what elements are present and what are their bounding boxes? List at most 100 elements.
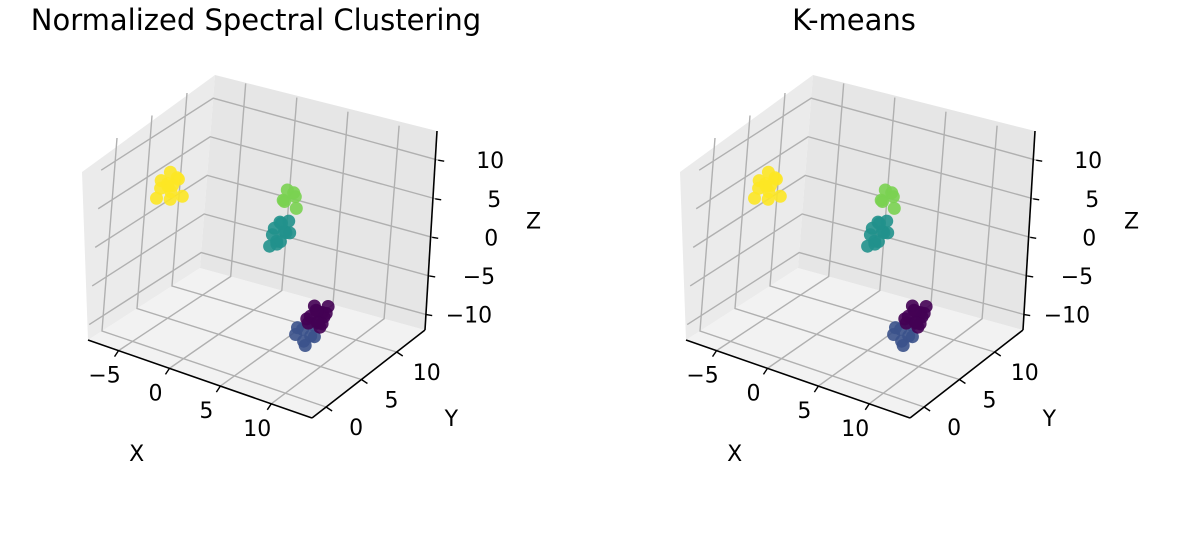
scatter-point: [289, 201, 303, 215]
x-tick-label: 0: [746, 381, 760, 406]
scatter-point: [154, 181, 168, 195]
y-axis-line: [909, 329, 1024, 419]
z-grid-line: [97, 136, 436, 210]
x-axis-line: [87, 339, 313, 419]
y-axis-label: Y: [1042, 407, 1057, 432]
scatter-point: [301, 316, 315, 330]
scatter-point: [919, 300, 933, 313]
scatter-point: [872, 216, 886, 230]
z-grid-line: [686, 251, 1025, 326]
scatter-point: [163, 192, 177, 206]
x-grid-line: [270, 125, 400, 405]
y-tick: [959, 378, 966, 385]
chart-title: K-means: [792, 3, 916, 37]
scatter-point: [321, 300, 335, 313]
z-grid-line: [94, 174, 433, 248]
x-tick-label: −5: [686, 364, 718, 389]
y-tick: [994, 351, 1002, 357]
z-tick-label: −5: [463, 265, 495, 290]
scatter-point: [881, 226, 895, 240]
scatter-point: [909, 316, 923, 330]
scatter-point: [887, 201, 901, 215]
scatter-point: [889, 321, 902, 335]
scatter-point: [861, 239, 875, 253]
scatter-point: [175, 189, 189, 203]
scatter-point: [150, 191, 163, 205]
z-grid-line: [100, 97, 439, 171]
z-tick: [435, 198, 442, 201]
z-tick-label: 10: [1074, 149, 1102, 174]
z-grid-line: [88, 251, 427, 326]
scatter-point: [878, 183, 892, 197]
y-tick-label: 5: [384, 389, 398, 414]
scatter-point: [748, 191, 761, 205]
scatter-point: [263, 239, 277, 253]
scatter-point: [307, 330, 321, 344]
x-tick-label: 0: [148, 381, 162, 406]
x-tick: [762, 367, 769, 375]
z-tick-label: 5: [1085, 188, 1099, 213]
y-tick-label: 0: [947, 416, 961, 441]
x-tick-label: 5: [797, 399, 811, 424]
z-tick: [438, 159, 445, 162]
scatter-point: [274, 216, 288, 230]
z-tick-label: 0: [484, 226, 498, 251]
x-grid-line: [716, 83, 845, 352]
x-grid-line: [868, 125, 998, 405]
z-tick-label: −10: [446, 304, 492, 329]
x-tick-label: −5: [88, 364, 120, 389]
y-tick-label: 10: [1011, 361, 1039, 386]
left-wall-pane: [680, 75, 813, 340]
scatter-point: [291, 321, 304, 335]
scatter-point: [310, 304, 324, 318]
z-axis-label: Z: [1124, 210, 1139, 235]
x-grid-line: [118, 83, 247, 352]
x-tick: [813, 385, 819, 393]
y-grid-line: [699, 137, 925, 408]
z-tick: [1024, 313, 1031, 317]
z-grid-line: [91, 213, 430, 287]
scatter-point: [896, 339, 910, 352]
x-axis-line: [685, 339, 911, 419]
left-wall-pane: [82, 75, 215, 340]
scatter-point: [283, 226, 297, 240]
scatter-point: [752, 181, 766, 195]
x-tick-label: 10: [243, 417, 271, 442]
back-wall-pane: [200, 75, 437, 330]
y-tick: [923, 406, 931, 412]
x-tick: [164, 367, 171, 375]
back-wall-pane: [798, 75, 1035, 330]
z-tick: [1027, 275, 1034, 278]
scatter-point: [280, 183, 294, 197]
x-tick: [215, 385, 221, 393]
z-grid-line: [695, 136, 1034, 210]
y-grid-line: [136, 115, 362, 381]
y-tick-label: 10: [413, 361, 441, 386]
scatter-point: [773, 189, 787, 203]
z-tick: [1036, 159, 1043, 162]
x-axis-label: X: [727, 442, 742, 467]
y-tick: [325, 406, 333, 412]
y-grid-line: [734, 115, 960, 381]
z-axis-line: [424, 130, 438, 331]
x-axis-label: X: [129, 442, 144, 467]
y-tick-label: 0: [349, 416, 363, 441]
chart-title: Normalized Spectral Clustering: [31, 3, 481, 37]
z-tick: [429, 275, 436, 278]
z-tick: [426, 313, 433, 317]
floor-pane: [686, 268, 1023, 418]
x-tick-label: 5: [199, 399, 213, 424]
x-tick: [266, 403, 272, 411]
y-axis-line: [311, 329, 426, 419]
z-tick: [432, 236, 439, 240]
y-tick: [361, 378, 368, 385]
y-axis-label: Y: [444, 407, 459, 432]
scatter-point: [905, 330, 919, 344]
y-tick: [396, 351, 404, 357]
scatter-point: [311, 316, 325, 330]
z-tick: [1030, 236, 1037, 240]
scatter-point: [278, 195, 291, 208]
